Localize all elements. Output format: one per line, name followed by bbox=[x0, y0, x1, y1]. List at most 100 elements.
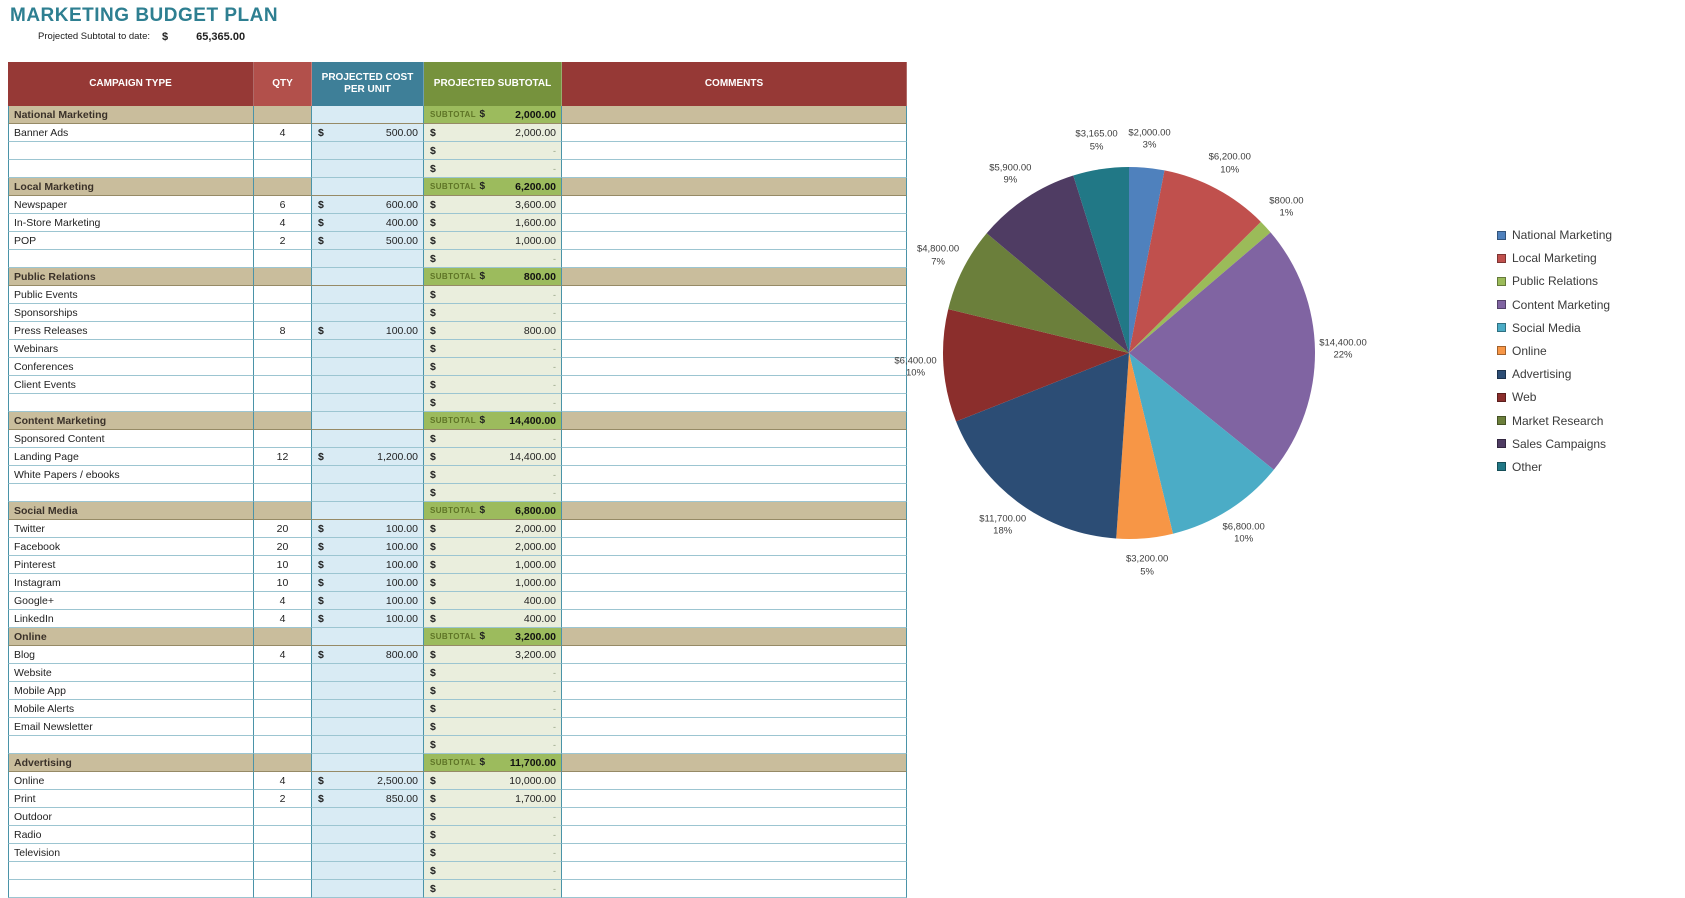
campaign-cell[interactable]: Print bbox=[8, 790, 254, 808]
pie-slice-market-research[interactable] bbox=[948, 233, 1129, 353]
cost-per-unit-cell[interactable] bbox=[312, 682, 424, 700]
qty-cell[interactable] bbox=[254, 394, 312, 412]
qty-cell[interactable] bbox=[254, 178, 312, 196]
pie-slice-sales-campaigns[interactable] bbox=[986, 175, 1129, 353]
campaign-cell[interactable]: Public Relations bbox=[8, 268, 254, 286]
campaign-cell[interactable]: Online bbox=[8, 628, 254, 646]
campaign-cell[interactable]: Online bbox=[8, 772, 254, 790]
comments-cell[interactable] bbox=[562, 250, 907, 268]
comments-cell[interactable] bbox=[562, 340, 907, 358]
subtotal-cell[interactable]: $ - bbox=[424, 682, 562, 700]
pie-slice-social-media[interactable] bbox=[1129, 353, 1274, 534]
subtotal-cell[interactable]: $1,600.00 bbox=[424, 214, 562, 232]
cost-per-unit-cell[interactable] bbox=[312, 286, 424, 304]
cost-per-unit-cell[interactable]: $100.00 bbox=[312, 322, 424, 340]
qty-cell[interactable] bbox=[254, 682, 312, 700]
cost-per-unit-cell[interactable]: $100.00 bbox=[312, 538, 424, 556]
comments-cell[interactable] bbox=[562, 178, 907, 196]
subtotal-cell[interactable]: $ - bbox=[424, 466, 562, 484]
subtotal-cell[interactable]: $14,400.00 bbox=[424, 448, 562, 466]
qty-cell[interactable]: 12 bbox=[254, 448, 312, 466]
campaign-cell[interactable] bbox=[8, 736, 254, 754]
cost-per-unit-cell[interactable]: $850.00 bbox=[312, 790, 424, 808]
pie-slice-national-marketing[interactable] bbox=[1129, 167, 1165, 353]
subtotal-cell[interactable]: $ - bbox=[424, 250, 562, 268]
subtotal-cell[interactable]: $ - bbox=[424, 844, 562, 862]
subtotal-cell[interactable]: $ - bbox=[424, 718, 562, 736]
campaign-cell[interactable] bbox=[8, 880, 254, 898]
comments-cell[interactable] bbox=[562, 754, 907, 772]
campaign-cell[interactable]: Twitter bbox=[8, 520, 254, 538]
qty-cell[interactable]: 2 bbox=[254, 790, 312, 808]
campaign-cell[interactable] bbox=[8, 160, 254, 178]
campaign-cell[interactable]: Outdoor bbox=[8, 808, 254, 826]
legend-item-market-research[interactable]: Market Research bbox=[1497, 414, 1612, 428]
comments-cell[interactable] bbox=[562, 772, 907, 790]
comments-cell[interactable] bbox=[562, 106, 907, 124]
cost-per-unit-cell[interactable] bbox=[312, 664, 424, 682]
subtotal-cell[interactable]: $ - bbox=[424, 160, 562, 178]
cost-per-unit-cell[interactable] bbox=[312, 736, 424, 754]
campaign-cell[interactable]: Instagram bbox=[8, 574, 254, 592]
qty-cell[interactable]: 4 bbox=[254, 610, 312, 628]
qty-cell[interactable] bbox=[254, 430, 312, 448]
comments-cell[interactable] bbox=[562, 196, 907, 214]
cost-per-unit-cell[interactable] bbox=[312, 250, 424, 268]
subtotal-cell[interactable]: $2,000.00 bbox=[424, 538, 562, 556]
subtotal-cell[interactable]: SUBTOTAL $2,000.00 bbox=[424, 106, 562, 124]
cost-per-unit-cell[interactable]: $100.00 bbox=[312, 610, 424, 628]
qty-cell[interactable] bbox=[254, 664, 312, 682]
campaign-cell[interactable]: Facebook bbox=[8, 538, 254, 556]
cost-per-unit-cell[interactable] bbox=[312, 160, 424, 178]
cost-per-unit-cell[interactable] bbox=[312, 466, 424, 484]
pie-slice-public-relations[interactable] bbox=[1129, 221, 1271, 353]
qty-cell[interactable] bbox=[254, 160, 312, 178]
campaign-cell[interactable]: Public Events bbox=[8, 286, 254, 304]
qty-cell[interactable]: 4 bbox=[254, 592, 312, 610]
comments-cell[interactable] bbox=[562, 844, 907, 862]
subtotal-cell[interactable]: SUBTOTAL $11,700.00 bbox=[424, 754, 562, 772]
comments-cell[interactable] bbox=[562, 142, 907, 160]
cost-per-unit-cell[interactable] bbox=[312, 142, 424, 160]
subtotal-cell[interactable]: $ - bbox=[424, 862, 562, 880]
subtotal-cell[interactable]: $1,000.00 bbox=[424, 556, 562, 574]
campaign-cell[interactable]: Mobile Alerts bbox=[8, 700, 254, 718]
campaign-cell[interactable]: LinkedIn bbox=[8, 610, 254, 628]
subtotal-cell[interactable]: $ - bbox=[424, 736, 562, 754]
qty-cell[interactable] bbox=[254, 466, 312, 484]
campaign-cell[interactable]: Email Newsletter bbox=[8, 718, 254, 736]
campaign-cell[interactable] bbox=[8, 394, 254, 412]
subtotal-cell[interactable]: $10,000.00 bbox=[424, 772, 562, 790]
qty-cell[interactable] bbox=[254, 304, 312, 322]
cost-per-unit-cell[interactable] bbox=[312, 628, 424, 646]
comments-cell[interactable] bbox=[562, 538, 907, 556]
comments-cell[interactable] bbox=[562, 520, 907, 538]
cost-per-unit-cell[interactable] bbox=[312, 862, 424, 880]
comments-cell[interactable] bbox=[562, 592, 907, 610]
qty-cell[interactable] bbox=[254, 106, 312, 124]
subtotal-cell[interactable]: $2,000.00 bbox=[424, 520, 562, 538]
cost-per-unit-cell[interactable]: $500.00 bbox=[312, 124, 424, 142]
comments-cell[interactable] bbox=[562, 880, 907, 898]
qty-cell[interactable]: 20 bbox=[254, 520, 312, 538]
campaign-cell[interactable]: Landing Page bbox=[8, 448, 254, 466]
cost-per-unit-cell[interactable] bbox=[312, 268, 424, 286]
cost-per-unit-cell[interactable] bbox=[312, 304, 424, 322]
qty-cell[interactable]: 4 bbox=[254, 646, 312, 664]
subtotal-cell[interactable]: $400.00 bbox=[424, 592, 562, 610]
cost-per-unit-cell[interactable] bbox=[312, 340, 424, 358]
pie-slice-local-marketing[interactable] bbox=[1129, 170, 1261, 353]
cost-per-unit-cell[interactable] bbox=[312, 844, 424, 862]
campaign-cell[interactable]: Radio bbox=[8, 826, 254, 844]
cost-per-unit-cell[interactable]: $500.00 bbox=[312, 232, 424, 250]
campaign-cell[interactable]: In-Store Marketing bbox=[8, 214, 254, 232]
qty-cell[interactable] bbox=[254, 736, 312, 754]
cost-per-unit-cell[interactable] bbox=[312, 106, 424, 124]
comments-cell[interactable] bbox=[562, 808, 907, 826]
pie-slice-content-marketing[interactable] bbox=[1129, 232, 1315, 470]
comments-cell[interactable] bbox=[562, 160, 907, 178]
qty-cell[interactable] bbox=[254, 718, 312, 736]
comments-cell[interactable] bbox=[562, 466, 907, 484]
qty-cell[interactable] bbox=[254, 250, 312, 268]
comments-cell[interactable] bbox=[562, 646, 907, 664]
